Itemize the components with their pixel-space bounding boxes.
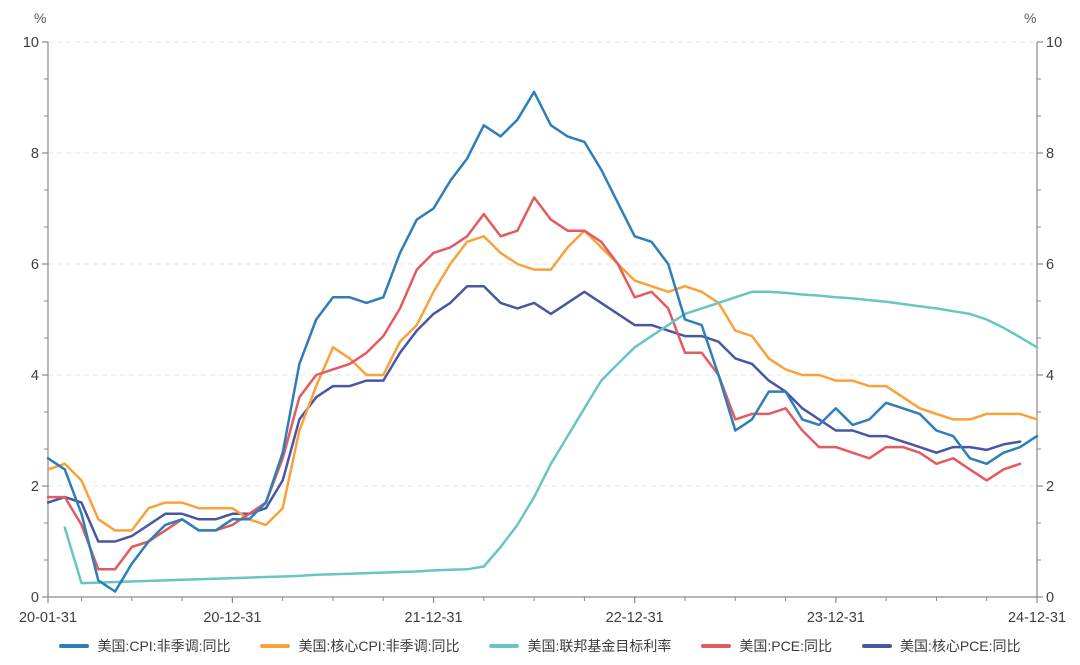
series-line-0 (46, 90, 1039, 593)
y-axis-tick-label-left: 8 (31, 146, 39, 162)
legend-item-label: 美国:联邦基金目标利率 (527, 638, 672, 654)
y-axis-tick-label-right: 8 (1046, 146, 1054, 162)
series-line-4 (46, 284, 1022, 543)
y-axis-tick-label-left: 2 (31, 479, 39, 495)
series-line-2 (63, 290, 1039, 585)
legend-item-label: 美国:PCE:同比 (739, 638, 832, 654)
y-axis-tick-label-right: 0 (1046, 590, 1054, 606)
legend: 美国:CPI:非季调:同比 美国:核心CPI:非季调:同比 美国:联邦基金目标利率 美… (0, 636, 1080, 656)
legend-swatch-line (861, 644, 892, 648)
legend-item-label: 美国:核心CPI:非季调:同比 (298, 638, 460, 654)
legend-item-label: 美国:核心PCE:同比 (899, 638, 1021, 654)
series-line-1 (46, 229, 1039, 532)
y-axis-tick-label-right: 2 (1046, 479, 1054, 495)
y-axis-tick-label-right: 10 (1046, 35, 1062, 51)
y-axis-unit-left: % (34, 10, 47, 26)
legend-item-3: 美国:PCE:同比 (701, 636, 832, 656)
x-axis-tick-label: 24-12-31 (1008, 610, 1066, 626)
legend-swatch-line (260, 644, 291, 648)
legend-swatch-line (59, 644, 90, 648)
legend-item-label: 美国:CPI:非季调:同比 (97, 638, 231, 654)
y-axis-tick-label-right: 4 (1046, 368, 1054, 384)
legend-item-1: 美国:核心CPI:非季调:同比 (260, 636, 459, 656)
legend-item-4: 美国:核心PCE:同比 (861, 636, 1021, 656)
y-axis-tick-label-left: 4 (31, 368, 39, 384)
series-line-3 (46, 196, 1022, 571)
x-axis-tick-label: 21-12-31 (405, 610, 463, 626)
x-axis-tick-label: 23-12-31 (807, 610, 865, 626)
y-axis-tick-label-left: 6 (31, 257, 39, 273)
legend-item-0: 美国:CPI:非季调:同比 (59, 636, 230, 656)
x-axis-tick-label: 20-01-31 (19, 610, 77, 626)
legend-swatch-line (489, 644, 520, 648)
y-axis-tick-label-left: 10 (23, 35, 39, 51)
x-axis-tick-label: 22-12-31 (606, 610, 664, 626)
legend-swatch-line (701, 644, 732, 648)
legend-item-2: 美国:联邦基金目标利率 (489, 636, 671, 656)
y-axis-unit-right: % (1024, 10, 1037, 26)
y-axis-tick-label-left: 0 (31, 590, 39, 606)
x-axis-tick-label: 20-12-31 (203, 610, 261, 626)
y-axis-tick-label-right: 6 (1046, 257, 1054, 273)
